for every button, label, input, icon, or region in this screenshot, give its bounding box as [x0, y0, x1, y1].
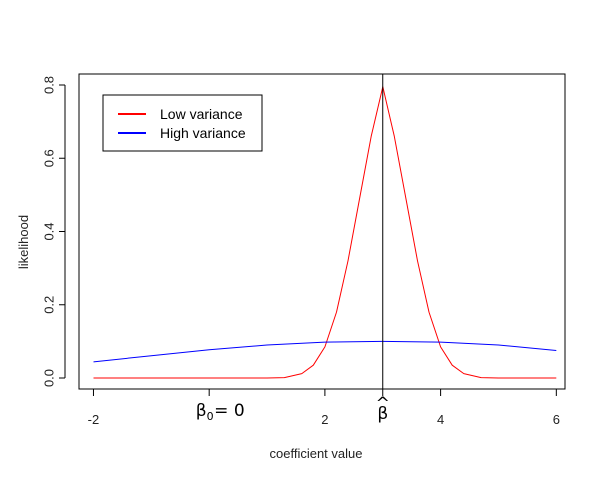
beta-zero-equals: = 0	[214, 401, 244, 421]
beta-hat-accent: ^	[376, 394, 390, 414]
y-tick-label: 0.0	[41, 369, 56, 387]
x-axis-label: coefficient value	[270, 446, 363, 461]
x-tick-label: 2	[321, 412, 328, 427]
x-axis: -2 2 4 6	[88, 388, 560, 427]
y-tick-label: 0.4	[41, 222, 56, 240]
beta-hat-symbol: β	[377, 404, 388, 424]
x-tick-label: 4	[437, 412, 444, 427]
series-line-high-variance	[93, 340, 557, 363]
y-axis-label: likelihood	[16, 215, 31, 269]
legend-label-low-variance: Low variance	[160, 106, 243, 122]
y-tick-label: 0.2	[41, 296, 56, 314]
y-tick-label: 0.8	[41, 76, 56, 94]
y-axis: 0.0 0.2 0.4 0.6 0.8	[41, 76, 66, 387]
legend-box	[102, 94, 263, 152]
beta-zero-symbol: β	[196, 401, 207, 421]
x-tick-label: 6	[553, 412, 560, 427]
legend-label-high-variance: High variance	[160, 125, 246, 141]
series-layer	[93, 74, 557, 389]
beta-zero-subscript: 0	[207, 410, 214, 423]
y-tick-label: 0.6	[41, 149, 56, 167]
legend: Low variance High variance	[102, 94, 263, 152]
x-tick-label: -2	[88, 412, 100, 427]
